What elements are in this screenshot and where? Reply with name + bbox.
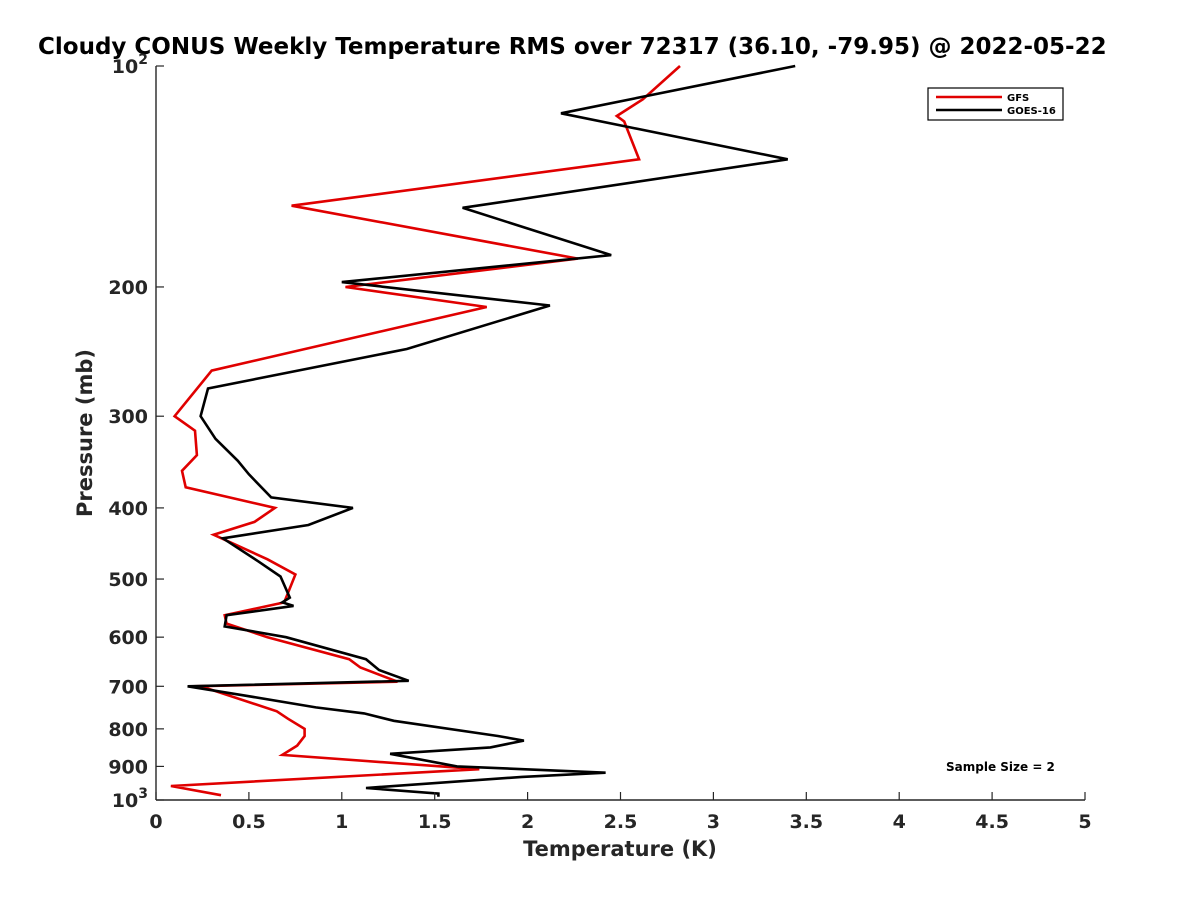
x-tick-label: 1.5 (418, 811, 452, 833)
y-tick-label: 103 (112, 786, 148, 812)
y-tick-label: 600 (108, 627, 148, 649)
y-tick-label: 400 (108, 498, 148, 520)
y-tick-label: 102 (112, 52, 148, 78)
x-tick-label: 3.5 (789, 811, 823, 833)
y-tick-label: 200 (108, 277, 148, 299)
x-tick-label: 0.5 (232, 811, 266, 833)
x-axis-ticks: 0 0.5 1 1.5 2 2.5 3 3.5 4 4.5 5 (149, 792, 1092, 833)
y-axis-label: Pressure (mb) (73, 349, 97, 517)
legend-label-goes16: GOES-16 (1007, 106, 1056, 117)
x-tick-label: 4 (893, 811, 906, 833)
x-tick-label: 4.5 (975, 811, 1009, 833)
x-tick-label: 2 (521, 811, 534, 833)
plot-area (170, 64, 796, 797)
sample-size-annotation: Sample Size = 2 (946, 760, 1055, 774)
y-tick-label: 800 (108, 719, 148, 741)
x-tick-label: 3 (707, 811, 720, 833)
x-tick-label: 2.5 (604, 811, 638, 833)
x-axis-label: Temperature (K) (523, 837, 717, 861)
y-tick-label: 500 (108, 569, 148, 591)
x-tick-label: 1 (335, 811, 348, 833)
legend: GFS GOES-16 (927, 87, 1064, 121)
x-tick-label: 5 (1078, 811, 1091, 833)
y-tick-label: 900 (108, 756, 148, 778)
legend-box (927, 87, 1064, 121)
chart-title: Cloudy CONUS Weekly Temperature RMS over… (38, 34, 1107, 60)
y-tick-label: 700 (108, 676, 148, 698)
x-tick-label: 0 (149, 811, 162, 833)
series-line-goes-16 (187, 64, 796, 797)
y-tick-label: 300 (108, 406, 148, 428)
legend-label-gfs: GFS (1007, 93, 1029, 104)
y-axis-ticks: 102 200 300 400 500 600 700 800 900 103 (108, 52, 164, 812)
